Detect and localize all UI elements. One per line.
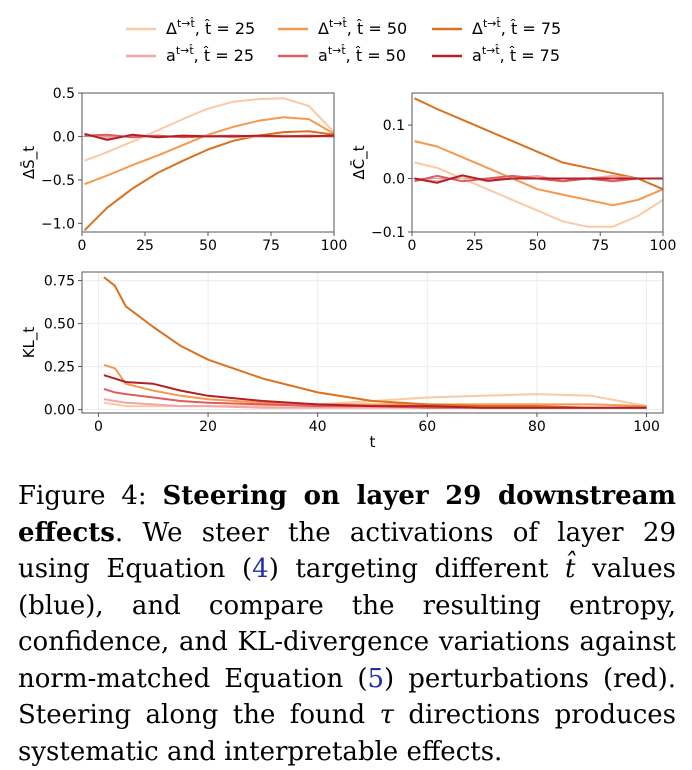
legend-label: Δt→t̂, t̂ = 75	[472, 17, 561, 38]
x-tick-label: 75	[262, 238, 280, 254]
caption-text: ) perturbations (red). Steering along th…	[18, 663, 676, 731]
x-tick-label: 75	[591, 238, 609, 254]
y-tick-label: −0.5	[41, 173, 75, 189]
y-tick-label: 0.1	[383, 118, 405, 134]
caption-label: Figure 4:	[18, 481, 147, 511]
caption-symbol: t̂	[564, 554, 576, 584]
x-tick-label: 25	[136, 238, 154, 254]
equation-link-5[interactable]: 5	[367, 663, 385, 694]
x-tick-label: 100	[321, 238, 348, 254]
y-tick-label: 0.75	[44, 274, 75, 290]
legend-label: Δt→t̂, t̂ = 25	[166, 17, 255, 38]
entropy-panel: 0 25 50 75 100 0.5 0.0 −0.5 −1.0 ΔS̄_t	[19, 86, 347, 254]
series-line	[414, 97, 664, 191]
y-axis-label: ΔC̄_t	[349, 145, 369, 179]
x-tick-label: 20	[199, 419, 217, 435]
figure-caption: Figure 4: Steering on layer 29 downstrea…	[18, 478, 676, 770]
series-line	[103, 374, 647, 409]
confidence-panel: 0 25 50 75 100 0.1 0.0 −0.1 ΔC̄_t	[349, 92, 677, 254]
legend-label: at→t̂, t̂ = 75	[472, 44, 560, 65]
series-line	[414, 161, 664, 228]
x-tick-label: 50	[529, 238, 547, 254]
y-tick-label: 0.50	[44, 317, 75, 333]
legend-label: at→t̂, t̂ = 25	[166, 44, 254, 65]
x-tick-label: 50	[199, 238, 217, 254]
y-tick-label: −1.0	[41, 216, 75, 232]
legend-label: Δt→t̂, t̂ = 50	[318, 17, 407, 38]
legend-label: at→t̂, t̂ = 50	[318, 44, 406, 65]
y-tick-label: 0.00	[44, 403, 75, 419]
series-line	[414, 174, 663, 184]
legend: Δt→t̂, t̂ = 25 Δt→t̂, t̂ = 50 Δt→t̂, t̂ = …	[126, 17, 561, 65]
series-line	[414, 140, 664, 207]
x-tick-label: 40	[309, 419, 327, 435]
series-line	[84, 132, 335, 141]
y-tick-label: 0.25	[44, 360, 75, 376]
caption-text: . We steer the activations of layer 29 u…	[18, 517, 676, 585]
series-line	[103, 276, 647, 409]
x-tick-label: 100	[650, 238, 677, 254]
y-axis-label: KL_t	[20, 327, 39, 359]
y-tick-label: −0.1	[371, 225, 405, 241]
x-tick-label: 0	[408, 238, 417, 254]
x-tick-label: 80	[528, 419, 546, 435]
x-tick-label: 0	[94, 419, 103, 435]
series-line	[84, 97, 335, 162]
x-tick-label: 25	[466, 238, 484, 254]
x-axis-label: t	[370, 433, 376, 451]
x-tick-label: 0	[78, 238, 87, 254]
caption-symbol: τ	[379, 700, 394, 730]
y-axis-label: ΔS̄_t	[19, 146, 39, 179]
kl-divergence-panel: 0 20 40 60 80 100 0.75 0.50 0.25 0.00 KL_tt	[20, 271, 664, 451]
axes-frame	[81, 92, 335, 233]
x-tick-label: 60	[418, 419, 436, 435]
y-tick-label: 0.0	[383, 172, 405, 188]
y-tick-label: 0.5	[53, 86, 75, 102]
caption-text: values (blue), and compare the resulting…	[18, 554, 677, 694]
figure-4: Δt→t̂, t̂ = 25 Δt→t̂, t̂ = 50 Δt→t̂, t̂ = …	[19, 17, 677, 451]
series-line	[84, 116, 335, 186]
series-line	[83, 130, 335, 232]
axes-frame	[81, 271, 664, 414]
caption-title: Steering on layer 29 downstream effects	[18, 481, 676, 548]
x-tick-label: 100	[633, 419, 660, 435]
y-tick-label: 0.0	[53, 129, 75, 145]
caption-text: ) targeting different	[268, 554, 565, 584]
equation-link-4[interactable]: 4	[252, 554, 269, 584]
